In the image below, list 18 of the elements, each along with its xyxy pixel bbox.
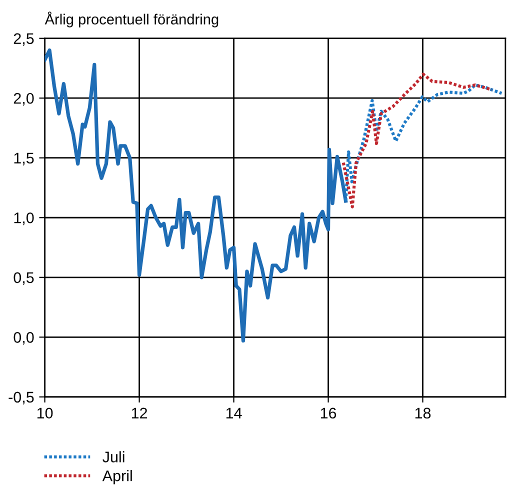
y-tick-label: 2,5 — [14, 33, 34, 46]
legend-label: April — [102, 470, 132, 484]
y-tick-label: -0,5 — [8, 392, 34, 404]
x-tick-label: 18 — [415, 408, 431, 419]
line-series — [344, 83, 504, 202]
line-series — [44, 48, 348, 343]
line-series — [342, 72, 494, 208]
x-tick-label: 14 — [226, 408, 242, 418]
y-tick-label: 2,0 — [14, 92, 34, 106]
y-tick-label: 0,0 — [14, 332, 34, 345]
y-tick-label: 1,0 — [14, 212, 34, 226]
x-tick-label: 12 — [132, 408, 148, 418]
x-tick-label: 16 — [320, 408, 336, 419]
y-tick-label: 0,5 — [14, 272, 34, 285]
legend-label: Juli — [102, 451, 124, 462]
y-tick-label: 1,5 — [14, 152, 34, 166]
x-tick-label: 10 — [37, 408, 53, 419]
chart-subtitle: Årlig procentuell förändring — [44, 12, 218, 28]
